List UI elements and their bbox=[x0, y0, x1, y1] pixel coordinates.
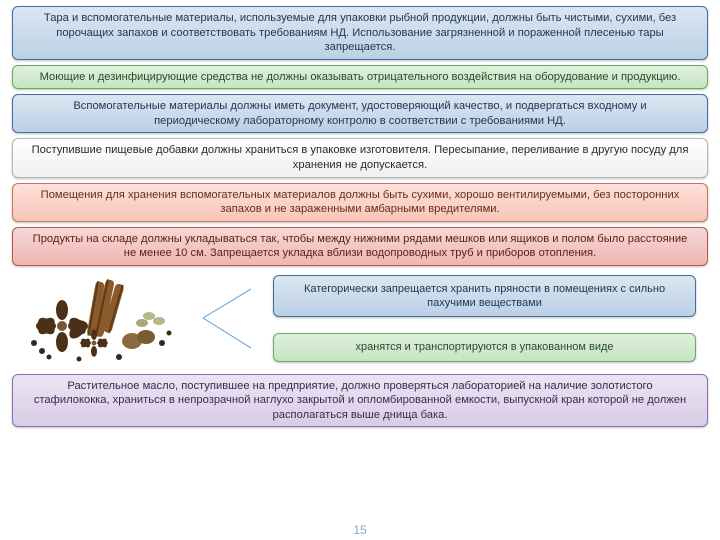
info-block: Тара и вспомогательные материалы, исполь… bbox=[12, 6, 708, 60]
info-block: Вспомогательные материалы должны иметь д… bbox=[12, 94, 708, 133]
info-block: Помещения для хранения вспомогательных м… bbox=[12, 183, 708, 222]
info-block: Поступившие пищевые добавки должны храни… bbox=[12, 138, 708, 177]
page-number: 15 bbox=[0, 523, 720, 537]
info-block: Категорически запрещается хранить прянос… bbox=[273, 275, 696, 318]
info-block: Моющие и дезинфицирующие средства не дол… bbox=[12, 65, 708, 90]
bracket-icon bbox=[201, 271, 251, 366]
side-notes: Категорически запрещается хранить прянос… bbox=[273, 275, 696, 362]
spices-illustration bbox=[24, 271, 179, 366]
spices-row: Категорически запрещается хранить прянос… bbox=[12, 271, 708, 366]
info-block: Продукты на складе должны укладываться т… bbox=[12, 227, 708, 266]
info-block: Растительное масло, поступившее на предп… bbox=[12, 374, 708, 428]
info-block: хранятся и транспортируются в упакованно… bbox=[273, 333, 696, 361]
